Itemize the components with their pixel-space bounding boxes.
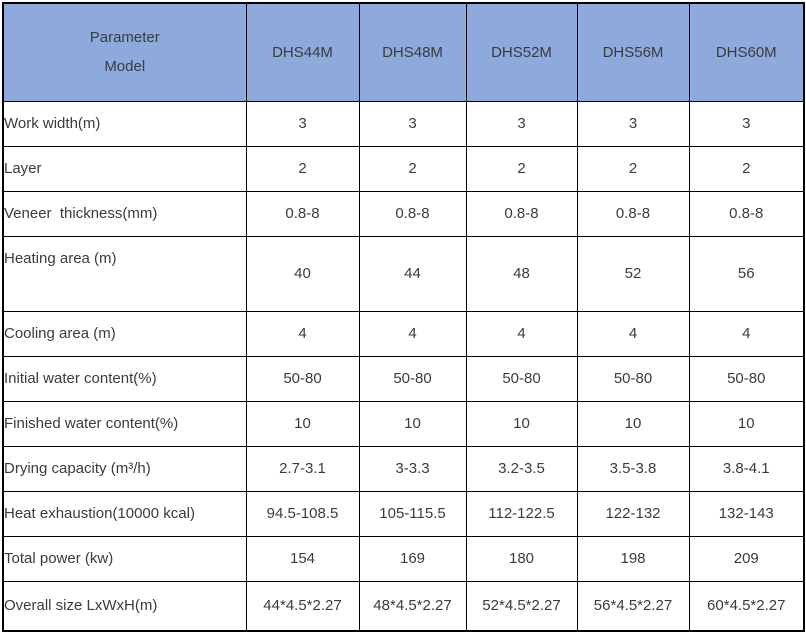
value-cell: 112-122.5 [465,490,578,537]
value-cell: 60*4.5*2.27 [688,580,805,632]
value-cell: 0.8-8 [465,190,578,237]
value-cell: 10 [576,400,690,447]
param-label: Heating area (m) [2,235,247,312]
value-cell: 132-143 [688,490,805,537]
table-row: Overall size LxWxH(m) 44*4.5*2.27 48*4.5*2… [2,580,805,632]
model-header: DHS56M [576,2,690,102]
value-cell: 4 [465,310,578,357]
value-cell: 3 [576,100,690,147]
model-header: DHS44M [245,2,360,102]
value-cell: 0.8-8 [576,190,690,237]
corner-cell: Parameter Model [2,2,247,102]
value-cell: 3 [245,100,360,147]
value-cell: 0.8-8 [358,190,467,237]
table-row: Veneer thickness(mm) 0.8-8 0.8-8 0.8-8 0.8-8… [2,190,805,237]
value-cell: 0.8-8 [688,190,805,237]
param-label: Work width(m) [2,100,247,147]
value-cell: 10 [688,400,805,447]
model-header: DHS48M [358,2,467,102]
value-cell: 2 [358,145,467,192]
value-cell: 10 [465,400,578,447]
value-cell: 2.7-3.1 [245,445,360,492]
value-cell: 2 [688,145,805,192]
param-label: Overall size LxWxH(m) [2,580,247,632]
value-cell: 40 [245,235,360,312]
table-row: Finished water content(%) 10 10 10 10 10 [2,400,805,447]
corner-stack: Parameter Model [4,29,245,76]
value-cell: 4 [576,310,690,357]
value-cell: 3 [688,100,805,147]
value-cell: 3 [465,100,578,147]
value-cell: 3 [358,100,467,147]
value-cell: 94.5-108.5 [245,490,360,537]
table-row: Initial water content(%) 50-80 50-80 50-80 5… [2,355,805,402]
table-row: Work width(m) 3 3 3 3 3 [2,100,805,147]
value-cell: 48 [465,235,578,312]
value-cell: 56*4.5*2.27 [576,580,690,632]
value-cell: 3.5-3.8 [576,445,690,492]
model-header: DHS60M [688,2,805,102]
value-cell: 2 [465,145,578,192]
value-cell: 52*4.5*2.27 [465,580,578,632]
table-row: Drying capacity (m³/h) 2.7-3.1 3-3.3 3.2-3.… [2,445,805,492]
value-cell: 2 [576,145,690,192]
value-cell: 154 [245,535,360,582]
corner-label-model: Model [104,58,146,76]
value-cell: 4 [245,310,360,357]
value-cell: 56 [688,235,805,312]
value-cell: 3.8-4.1 [688,445,805,492]
value-cell: 10 [245,400,360,447]
table-row: Heat exhaustion(10000 kcal) 94.5-108.5 105… [2,490,805,537]
param-label: Finished water content(%) [2,400,247,447]
value-cell: 3.2-3.5 [465,445,578,492]
value-cell: 48*4.5*2.27 [358,580,467,632]
value-cell: 50-80 [358,355,467,402]
value-cell: 50-80 [465,355,578,402]
value-cell: 198 [576,535,690,582]
value-cell: 3-3.3 [358,445,467,492]
value-cell: 4 [358,310,467,357]
value-cell: 169 [358,535,467,582]
value-cell: 50-80 [576,355,690,402]
param-label: Cooling area (m) [2,310,247,357]
value-cell: 4 [688,310,805,357]
value-cell: 44*4.5*2.27 [245,580,360,632]
param-label: Heat exhaustion(10000 kcal) [2,490,247,537]
param-label: Drying capacity (m³/h) [2,445,247,492]
param-label: Layer [2,145,247,192]
param-label: Total power (kw) [2,535,247,582]
value-cell: 52 [576,235,690,312]
table-row: Total power (kw) 154 169 180 198 209 [2,535,805,582]
value-cell: 50-80 [245,355,360,402]
table-row: Cooling area (m) 4 4 4 4 4 [2,310,805,357]
value-cell: 50-80 [688,355,805,402]
spec-table-body: Work width(m) 3 3 3 3 3 Layer 2 2 2 2 2 Veneer thick… [2,100,805,632]
model-header: DHS52M [465,2,578,102]
value-cell: 209 [688,535,805,582]
value-cell: 0.8-8 [245,190,360,237]
param-label: Veneer thickness(mm) [2,190,247,237]
value-cell: 2 [245,145,360,192]
value-cell: 10 [358,400,467,447]
header-row: Parameter Model DHS44M DHS48M DHS52M DHS56M… [2,2,805,102]
table-row: Heating area (m) 40 44 48 52 56 [2,235,805,312]
value-cell: 122-132 [576,490,690,537]
value-cell: 105-115.5 [358,490,467,537]
param-label: Initial water content(%) [2,355,247,402]
corner-label-parameter: Parameter [89,29,160,47]
value-cell: 44 [358,235,467,312]
value-cell: 180 [465,535,578,582]
table-row: Layer 2 2 2 2 2 [2,145,805,192]
